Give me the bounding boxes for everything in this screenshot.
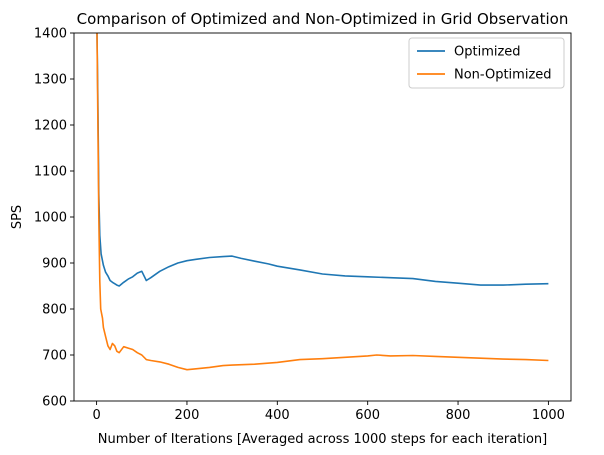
chart-title: Comparison of Optimized and Non-Optimize…: [77, 10, 569, 28]
x-tick-label: 400: [265, 408, 290, 423]
y-axis-ticks: 600 700 800 900 1000 1100 1200 1300 1400: [34, 27, 74, 410]
y-axis-label: SPS: [10, 205, 25, 229]
y-tick-label: 1300: [34, 73, 67, 88]
x-tick-label: 0: [92, 408, 100, 423]
x-axis-label: Number of Iterations [Averaged across 10…: [98, 432, 547, 447]
y-tick-label: 800: [42, 303, 67, 318]
legend-label-optimized: Optimized: [454, 45, 521, 60]
x-tick-label: 600: [355, 408, 380, 423]
y-tick-label: 600: [42, 395, 67, 410]
y-tick-label: 1100: [34, 165, 67, 180]
x-tick-label: 800: [446, 408, 471, 423]
legend-box: [408, 37, 565, 89]
x-axis-ticks: 0 200 400 600 800 1000: [92, 401, 565, 423]
y-tick-label: 700: [42, 349, 67, 364]
series-line-non-optimized: [96, 33, 549, 371]
series-lines: [96, 33, 549, 371]
series-line-optimized: [96, 33, 549, 287]
legend-label-non-optimized: Non-Optimized: [454, 68, 552, 83]
x-tick-label: 200: [175, 408, 200, 423]
y-tick-label: 1200: [34, 119, 67, 134]
y-tick-label: 1400: [34, 27, 67, 42]
legend: Optimized Non-Optimized: [408, 37, 565, 89]
x-tick-label: 1000: [532, 408, 565, 423]
y-tick-label: 900: [42, 257, 67, 272]
y-tick-label: 1000: [34, 211, 67, 226]
